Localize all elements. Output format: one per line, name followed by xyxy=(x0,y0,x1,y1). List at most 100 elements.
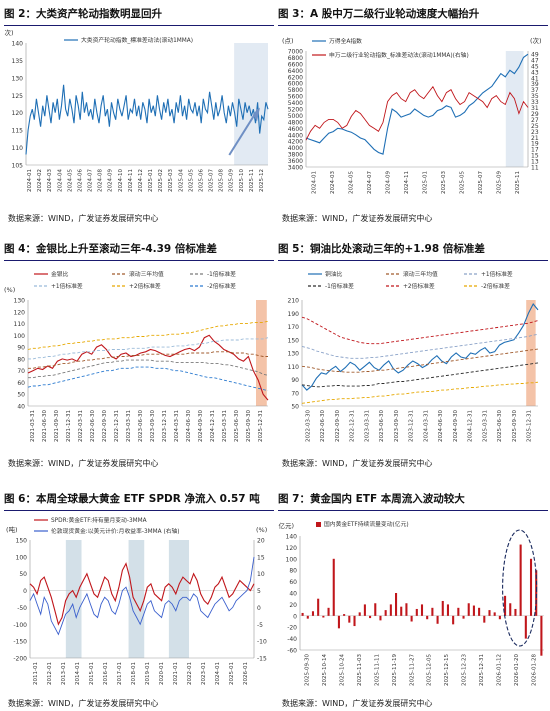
legend-label: -1倍标准差 xyxy=(207,270,236,278)
source-note: 数据来源：WIND，广发证券发展研究中心 xyxy=(8,214,159,223)
x-tick-label: 2025-11-03 xyxy=(357,654,363,686)
unit-label: (次) xyxy=(4,29,14,37)
x-tick-label: 2025-12 xyxy=(259,169,265,192)
x-tick-label: 2026-01-20 xyxy=(514,654,520,686)
x-tick-label: 2024-03-31 xyxy=(423,410,429,442)
y2-tick-label: 0 xyxy=(257,605,261,612)
x-tick-label: 2024-06 xyxy=(77,169,83,192)
bar xyxy=(457,607,460,616)
y-tick-label: 4400 xyxy=(288,132,303,139)
y2-tick-label: 5 xyxy=(257,588,261,595)
x-tick-label: 2020-01 xyxy=(159,662,165,685)
right-unit-label: (次) xyxy=(530,36,542,45)
x-tick-label: 2025-03-31 xyxy=(222,410,228,442)
x-tick-label: 2022-09-30 xyxy=(102,410,108,442)
legend-label: +2倍标准差 xyxy=(129,282,161,290)
panel-gold-silver-ratio: 图 4：金银比上升至滚动三年-4.39 倍标准差 40 50 60 70 80 90 100… xyxy=(4,238,274,468)
x-tick-label: 2019-01 xyxy=(145,662,151,685)
highlight-band xyxy=(505,51,524,167)
y2-tick-label: 17 xyxy=(531,147,539,154)
y2-tick-label: 41 xyxy=(531,75,539,82)
x-tick-label: 2024-06-30 xyxy=(186,410,192,442)
x-tick-label: 2022-06-30 xyxy=(320,410,326,442)
legend-label: 滚动三年均值 xyxy=(403,270,438,278)
bar xyxy=(446,604,449,616)
highlight-band xyxy=(168,540,190,658)
series-line xyxy=(27,366,269,392)
bar xyxy=(524,615,527,639)
panel-title: 图 2：大类资产轮动指数明显回升 xyxy=(4,3,274,26)
x-tick-label: 2021-09-30 xyxy=(54,410,60,442)
y-tick-label: -200 xyxy=(13,656,27,663)
x-tick-label: 2022-03-31 xyxy=(78,410,84,442)
x-tick-label: 2025-05 xyxy=(188,169,194,192)
x-tick-label: 2025-11-19 xyxy=(392,654,398,686)
x-tick-label: 2024-05 xyxy=(67,169,73,192)
bar xyxy=(483,615,486,623)
x-tick-label: 2023-03-31 xyxy=(364,410,370,442)
unit-label: (亿元) xyxy=(278,521,294,530)
y-tick-label: 40 xyxy=(289,591,297,598)
industry-rotation-chart: 3400360038004000420044004600480050005200… xyxy=(282,36,542,194)
bar xyxy=(488,610,491,616)
y-tick-label: -20 xyxy=(287,625,297,632)
bar xyxy=(343,614,346,616)
bar xyxy=(420,604,424,616)
gold-silver-ratio-chart: 40 50 60 70 80 90 100 110 120 130 2021-03-31 2021-0… xyxy=(4,270,269,442)
y2-tick-label: 13 xyxy=(531,159,539,166)
x-tick-label: 2018-01 xyxy=(131,662,137,685)
bar xyxy=(410,615,413,622)
legend-label: +2倍标准差 xyxy=(403,282,435,290)
x-tick-label: 2021-12-31 xyxy=(66,410,72,442)
legend-label: 滚动三年均值 xyxy=(129,270,164,278)
y-tick-label: 130 xyxy=(14,298,26,305)
bar xyxy=(415,608,418,616)
source-note: 数据来源：WIND，广发证券发展研究中心 xyxy=(282,214,433,223)
highlight-band xyxy=(256,300,267,406)
y2-tick-label: 15 xyxy=(257,554,265,561)
y2-tick-label: -5 xyxy=(257,622,263,629)
bar xyxy=(509,603,512,616)
x-tick-label: 2025-03 xyxy=(168,169,174,192)
bar xyxy=(514,608,517,616)
y-tick-label: 90 xyxy=(291,377,299,384)
x-tick-label: 2024-09 xyxy=(385,171,391,194)
bar xyxy=(472,605,475,616)
x-tick-label: 2025-08 xyxy=(219,169,225,192)
series-line xyxy=(301,362,539,388)
x-tick-label: 2024-09-30 xyxy=(198,410,204,442)
left-unit-label: (点) xyxy=(282,37,294,45)
y-tick-label: 90 xyxy=(17,345,25,352)
x-tick-label: 2025-06-30 xyxy=(234,410,240,442)
y-tick-label: 70 xyxy=(291,390,299,397)
legend-label: 金银比 xyxy=(51,270,69,278)
bar xyxy=(332,558,335,616)
y-tick-label: 80 xyxy=(17,356,25,363)
highlight-ellipse xyxy=(502,529,538,647)
panel-title: 图 5：铜油比处滚动三年的+1.98 倍标准差 xyxy=(278,238,548,261)
left-unit-label: (吨) xyxy=(6,525,18,534)
y2-tick-label: -10 xyxy=(257,639,267,646)
y-tick-label: 5200 xyxy=(288,107,303,114)
x-tick-label: 2025-03-31 xyxy=(482,410,488,442)
copper-oil-ratio-chart: 50 70 90 110 130 150 170 190 210 2022-03-30 2022-0… xyxy=(288,270,539,442)
y2-tick-label: 35 xyxy=(531,93,539,100)
y-tick-label: 40 xyxy=(17,404,25,411)
panel-title: 图 7：黄金国内 ETF 本周流入波动较大 xyxy=(278,488,548,511)
x-tick-label: 2025-12-23 xyxy=(462,654,468,686)
y-tick-label: 60 xyxy=(289,579,297,586)
spdr-flow-chart: -200-150-100-50050100150-15-10-505101520… xyxy=(6,516,267,685)
y2-tick-label: 11 xyxy=(531,165,539,172)
legend-label: -1倍标准差 xyxy=(325,282,354,290)
x-tick-label: 2025-11-11 xyxy=(374,654,380,686)
x-tick-label: 2024-12-31 xyxy=(210,410,216,442)
legend-label: 万得全A指数 xyxy=(329,37,362,45)
y-tick-label: 130 xyxy=(12,75,24,82)
y2-tick-label: 23 xyxy=(531,129,539,136)
y2-tick-label: 37 xyxy=(531,87,539,94)
y-tick-label: 110 xyxy=(12,145,24,152)
series-line xyxy=(25,84,269,155)
series-line xyxy=(29,556,255,636)
bar xyxy=(529,558,533,616)
trend-arrow xyxy=(228,108,259,156)
